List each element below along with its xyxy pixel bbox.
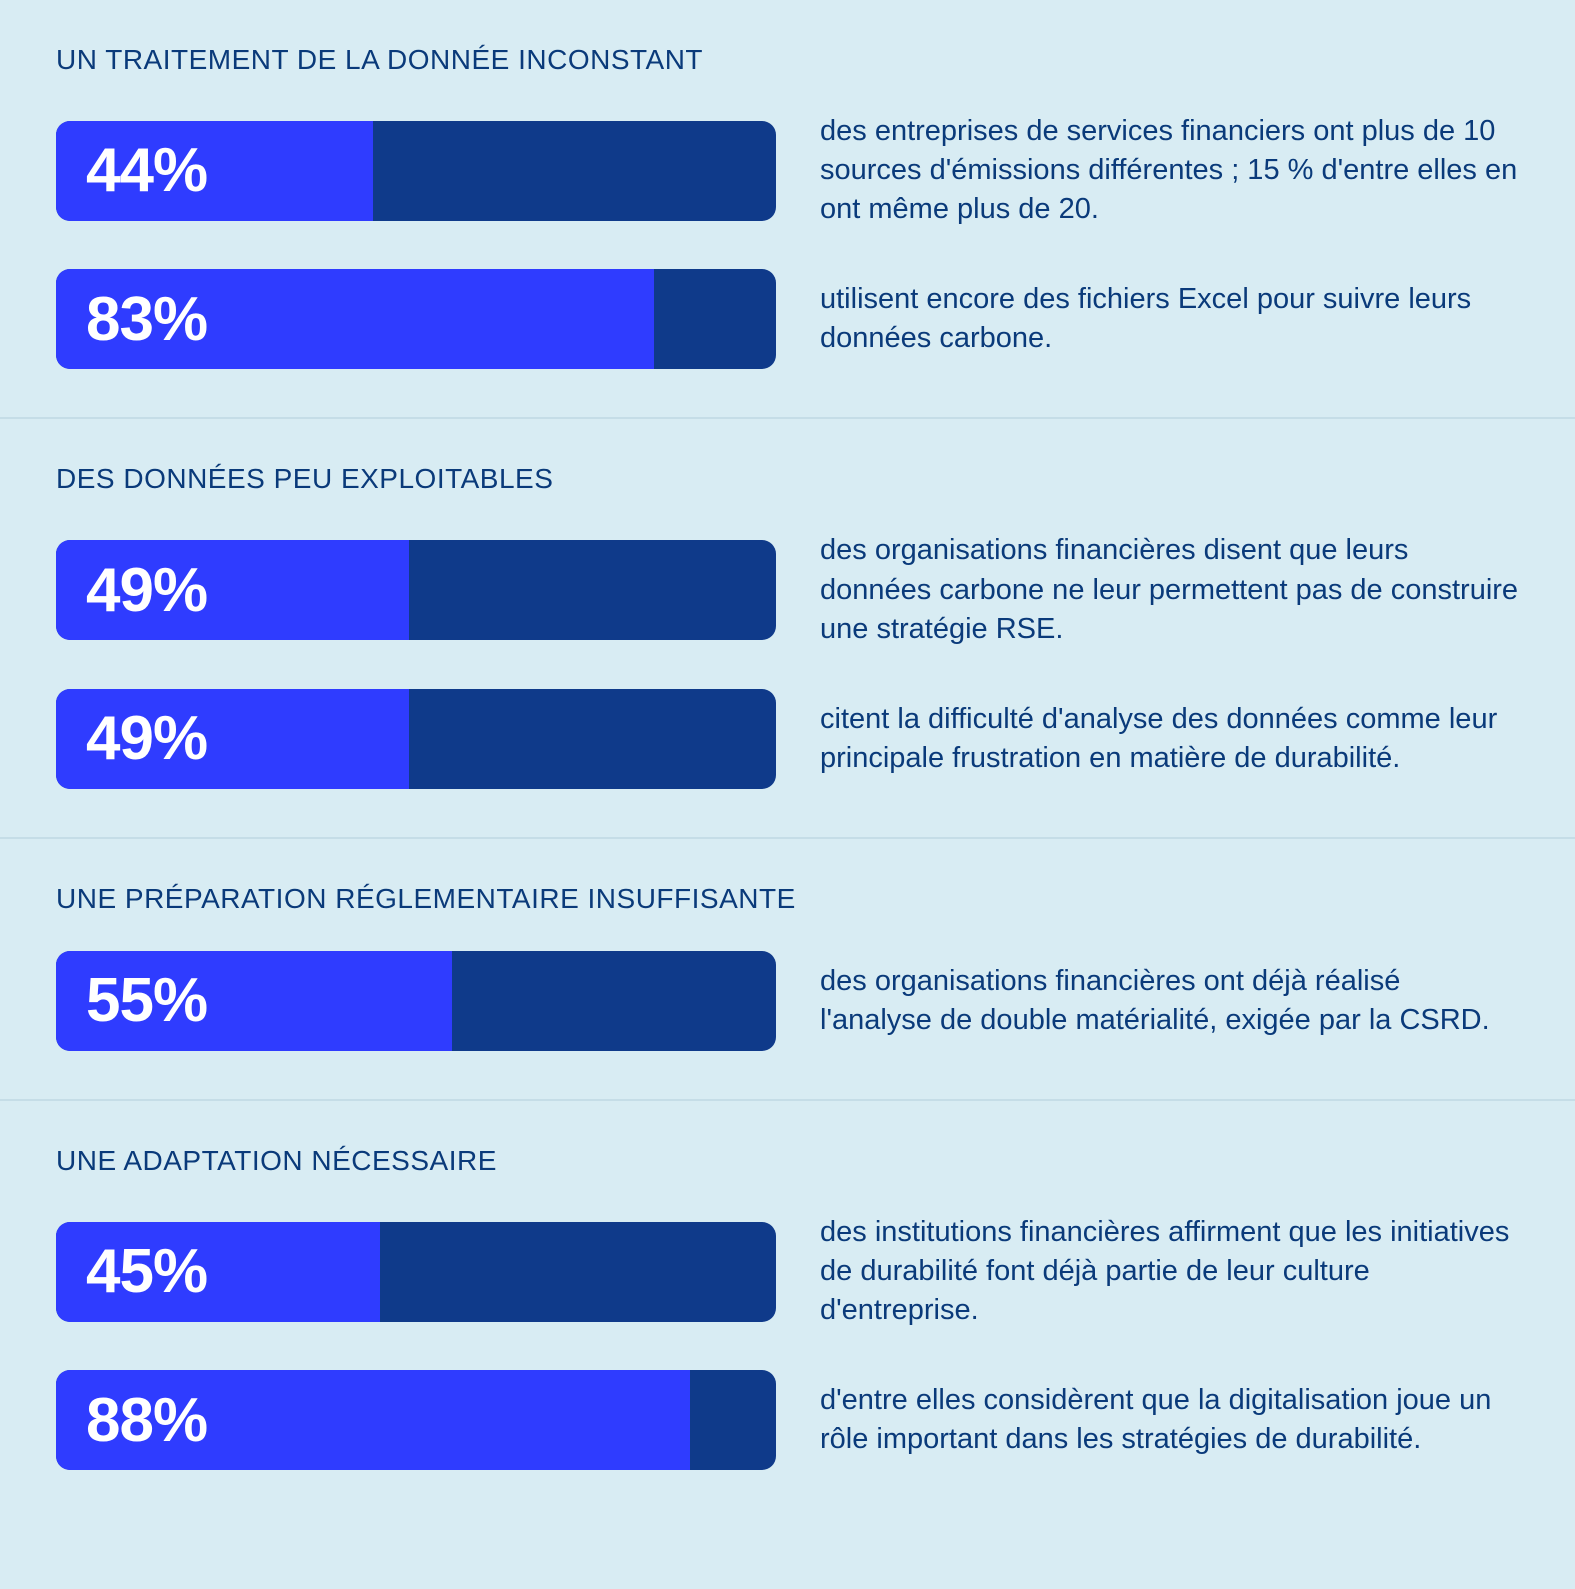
progress-bar: 45% (56, 1222, 776, 1322)
percentage-label: 49% (86, 703, 207, 774)
stat-row: 49% citent la difficulté d'analyse des do… (56, 689, 1519, 789)
stat-description: utilisent encore des fichiers Excel pour… (820, 280, 1519, 358)
section-title: DES DONNÉES PEU EXPLOITABLES (56, 463, 1519, 495)
stat-description: citent la difficulté d'analyse des donné… (820, 700, 1519, 778)
section: UNE ADAPTATION NÉCESSAIRE 45% des institut… (0, 1101, 1575, 1518)
progress-bar-fill: 49% (56, 540, 409, 640)
section: UN TRAITEMENT DE LA DONNÉE INCONSTANT 44%… (0, 0, 1575, 419)
section-title: UN TRAITEMENT DE LA DONNÉE INCONSTANT (56, 44, 1519, 76)
progress-bar: 88% (56, 1370, 776, 1470)
progress-bar-fill: 88% (56, 1370, 690, 1470)
stat-row: 88% d'entre elles considèrent que la digi… (56, 1370, 1519, 1470)
progress-bar-fill: 83% (56, 269, 654, 369)
progress-bar: 83% (56, 269, 776, 369)
stat-row: 83% utilisent encore des fichiers Excel p… (56, 269, 1519, 369)
stat-row: 45% des institutions financières affirmen… (56, 1213, 1519, 1330)
stat-description: des entreprises de services financiers o… (820, 112, 1519, 229)
progress-bar: 44% (56, 121, 776, 221)
progress-bar: 49% (56, 540, 776, 640)
section-title: UNE ADAPTATION NÉCESSAIRE (56, 1145, 1519, 1177)
progress-bar-fill: 44% (56, 121, 373, 221)
percentage-label: 83% (86, 284, 207, 355)
stat-description: des institutions financières affirment q… (820, 1213, 1519, 1330)
progress-bar-fill: 45% (56, 1222, 380, 1322)
section: DES DONNÉES PEU EXPLOITABLES 49% des organ… (0, 419, 1575, 838)
progress-bar-fill: 55% (56, 951, 452, 1051)
percentage-label: 44% (86, 135, 207, 206)
stat-description: des organisations financières ont déjà r… (820, 962, 1519, 1040)
section: UNE PRÉPARATION RÉGLEMENTAIRE INSUFFISAN… (0, 839, 1575, 1101)
stat-row: 49% des organisations financières disent … (56, 531, 1519, 648)
stat-description: d'entre elles considèrent que la digital… (820, 1381, 1519, 1459)
percentage-label: 49% (86, 555, 207, 626)
infographic-root: UN TRAITEMENT DE LA DONNÉE INCONSTANT 44%… (0, 0, 1575, 1518)
stat-description: des organisations financières disent que… (820, 531, 1519, 648)
progress-bar: 49% (56, 689, 776, 789)
section-title: UNE PRÉPARATION RÉGLEMENTAIRE INSUFFISAN… (56, 883, 1519, 915)
progress-bar: 55% (56, 951, 776, 1051)
stat-row: 44% des entreprises de services financier… (56, 112, 1519, 229)
percentage-label: 55% (86, 965, 207, 1036)
progress-bar-fill: 49% (56, 689, 409, 789)
percentage-label: 88% (86, 1385, 207, 1456)
stat-row: 55% des organisations financières ont déj… (56, 951, 1519, 1051)
percentage-label: 45% (86, 1236, 207, 1307)
